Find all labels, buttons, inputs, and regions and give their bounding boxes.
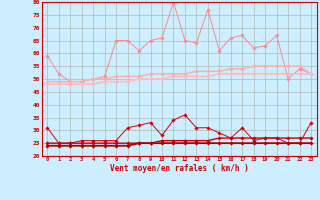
X-axis label: Vent moyen/en rafales ( km/h ): Vent moyen/en rafales ( km/h ) bbox=[110, 164, 249, 173]
